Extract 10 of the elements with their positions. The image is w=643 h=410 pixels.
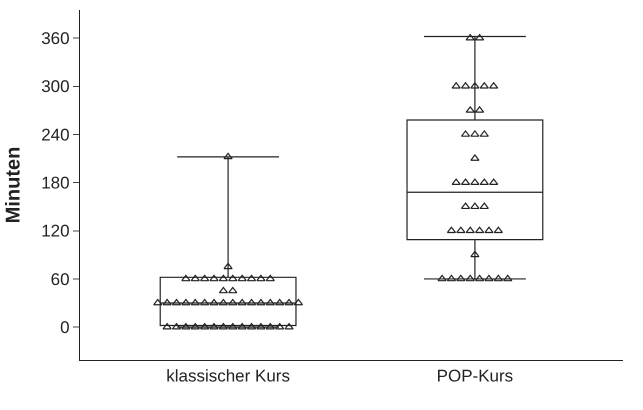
y-tick-label: 360 [41, 29, 70, 48]
y-tick-label: 120 [41, 222, 70, 241]
x-tick-label: POP-Kurs [436, 366, 514, 386]
y-tick-label: 60 [50, 270, 70, 289]
y-tick-label: 0 [60, 318, 70, 338]
x-tick-label: klassischer Kurs [166, 366, 290, 386]
y-axis-title: Minuten [2, 146, 25, 224]
y-tick-label: 180 [41, 174, 70, 193]
y-tick-label: 300 [41, 77, 70, 96]
y-tick-label: 240 [41, 125, 70, 144]
